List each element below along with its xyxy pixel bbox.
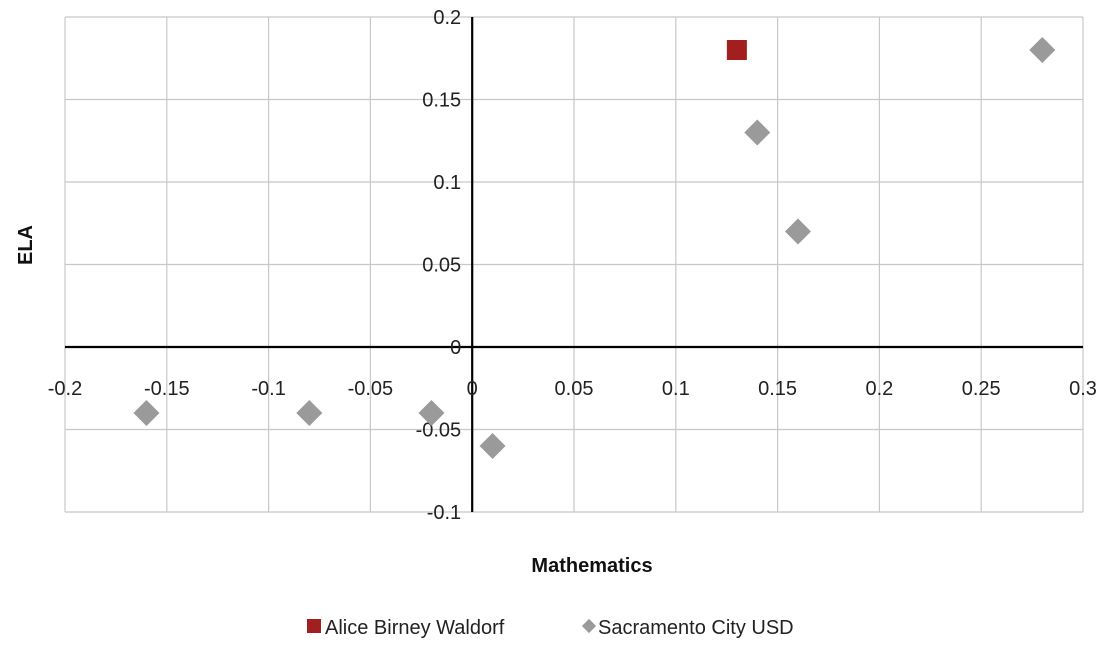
data-point-sacramento-city-usd-5	[784, 218, 811, 245]
y-tick-label-0-1: 0.1	[433, 172, 461, 194]
x-tick-label-0-1: 0.1	[662, 378, 690, 400]
gridlines	[64, 16, 1084, 513]
y-tick-labels: -0.1 -0.05 0 0.05 0.1 0.15 0.2	[416, 7, 462, 524]
data-point-sacramento-city-usd-4	[744, 119, 771, 146]
legend: Alice Birney Waldorf Sacramento City USD	[307, 617, 794, 639]
data-points	[133, 37, 1056, 459]
legend-swatch-sacramento-city-usd	[581, 618, 597, 634]
x-tick-label-0-1: -0.1	[251, 378, 285, 400]
data-point-sacramento-city-usd-3	[479, 433, 506, 459]
y-tick-label-0-1: -0.1	[427, 502, 461, 524]
x-tick-label-0: 0	[467, 378, 478, 400]
y-tick-label-0-2: 0.2	[433, 7, 461, 29]
x-tick-label-0-2: 0.2	[865, 378, 893, 400]
x-tick-label-0-3: 0.3	[1069, 378, 1097, 400]
y-axis-title: ELA	[15, 225, 37, 265]
legend-label-alice-birney-waldorf: Alice Birney Waldorf	[325, 617, 505, 639]
x-tick-label-0-05: -0.05	[348, 378, 394, 400]
x-tick-label-0-25: 0.25	[962, 378, 1001, 400]
y-tick-label-0-05: 0.05	[422, 255, 461, 277]
y-tick-label-0-05: -0.05	[416, 420, 462, 442]
x-tick-label-0-05: 0.05	[555, 378, 594, 400]
y-tick-label-0: 0	[450, 337, 461, 359]
x-tick-label-0-15: 0.15	[758, 378, 797, 400]
x-tick-label-0-15: -0.15	[144, 378, 190, 400]
data-point-alice-birney-waldorf-0	[726, 40, 747, 60]
x-tick-label-0-2: -0.2	[48, 378, 82, 400]
x-axis-title: Mathematics	[531, 555, 652, 577]
legend-label-sacramento-city-usd: Sacramento City USD	[598, 617, 794, 639]
data-point-sacramento-city-usd-0	[133, 400, 160, 426]
y-tick-label-0-15: 0.15	[422, 90, 461, 112]
zero-axes	[65, 17, 1083, 512]
data-point-sacramento-city-usd-6	[1029, 37, 1056, 63]
legend-swatch-alice-birney-waldorf	[307, 619, 321, 633]
data-point-sacramento-city-usd-1	[296, 400, 323, 426]
data-point-sacramento-city-usd-2	[418, 400, 445, 426]
x-tick-labels: -0.2 -0.15 -0.1 -0.05 0 0.05 0.1 0.15 0.2 0.25 0.3	[48, 378, 1097, 400]
